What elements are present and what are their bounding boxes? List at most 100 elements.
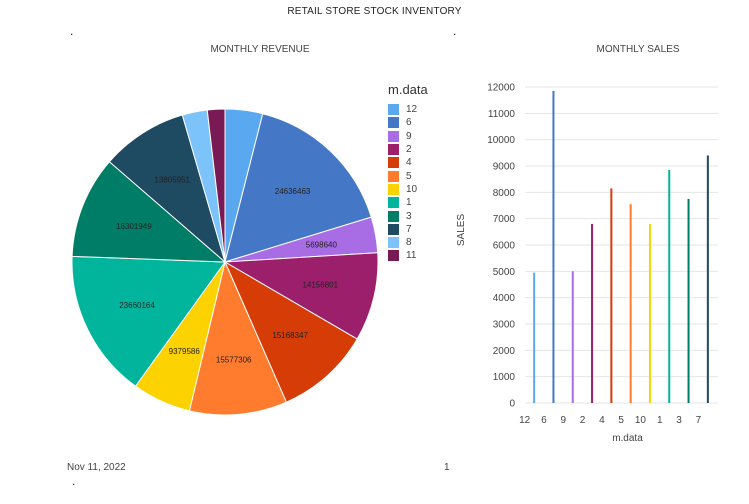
y-tick-label: 0 bbox=[509, 399, 515, 410]
x-axis-label: m.data bbox=[612, 433, 643, 444]
y-axis-label: SALES bbox=[456, 214, 467, 247]
legend-item-9: 9 bbox=[388, 130, 428, 143]
legend-label: 5 bbox=[406, 170, 412, 182]
legend-item-3: 3 bbox=[388, 209, 428, 222]
y-tick-label: 12000 bbox=[487, 83, 515, 94]
pie-slice-2 bbox=[223, 252, 379, 340]
legend-title: m.data bbox=[388, 82, 428, 97]
sales-bar-chart: 0 1000 2000 3000 4000 5000 6000 7000 8000 9000 100… bbox=[456, 83, 718, 444]
pie-data-label-7: 13805951 bbox=[154, 176, 190, 185]
x-tick-label-12: 12 bbox=[519, 415, 531, 426]
legend-label: 12 bbox=[406, 104, 418, 116]
pie-data-label-9: 5698640 bbox=[306, 241, 338, 250]
pie-chart-title: MONTHLY REVENUE bbox=[210, 44, 310, 55]
legend-swatch bbox=[388, 144, 399, 156]
legend-item-10: 10 bbox=[388, 183, 428, 196]
pie-slice-7 bbox=[108, 114, 226, 264]
x-tick-label-4: 4 bbox=[599, 415, 605, 426]
x-tick-label-7: 7 bbox=[696, 415, 702, 426]
bar-6 bbox=[552, 90, 555, 403]
legend-label: 8 bbox=[406, 237, 412, 249]
pie-data-label-6: 24636463 bbox=[275, 187, 311, 196]
legend-item-11: 11 bbox=[388, 249, 428, 262]
legend-swatch bbox=[388, 170, 399, 182]
pie-slice-11 bbox=[206, 108, 226, 263]
y-tick-label: 2000 bbox=[493, 346, 516, 357]
bar-10 bbox=[648, 223, 651, 403]
x-tick-label-3: 3 bbox=[676, 415, 682, 426]
legend-label: 11 bbox=[406, 250, 417, 262]
pie-data-label-5: 15577306 bbox=[216, 356, 252, 365]
legend-swatch bbox=[388, 104, 399, 116]
right-dot: . bbox=[453, 24, 457, 38]
page-number: 1 bbox=[444, 462, 450, 473]
bar-3 bbox=[687, 198, 690, 403]
x-tick-label-6: 6 bbox=[541, 415, 547, 426]
footer-date: Nov 11, 2022 bbox=[67, 462, 126, 473]
legend-label: 9 bbox=[406, 130, 412, 142]
legend-item-5: 5 bbox=[388, 169, 428, 182]
legend-label: 7 bbox=[406, 223, 412, 235]
legend-label: 3 bbox=[406, 210, 412, 222]
bar-1 bbox=[668, 169, 671, 403]
pie-slice-5 bbox=[188, 260, 288, 416]
left-dot: . bbox=[70, 24, 74, 38]
legend-swatch bbox=[388, 117, 399, 129]
y-tick-label: 11000 bbox=[488, 109, 516, 120]
legend-swatch bbox=[388, 130, 399, 142]
legend-label: 2 bbox=[406, 144, 412, 156]
pie-slice-4 bbox=[223, 260, 358, 403]
legend-item-2: 2 bbox=[388, 143, 428, 156]
y-tick-label: 8000 bbox=[493, 188, 516, 199]
legend-item-4: 4 bbox=[388, 156, 428, 169]
bar-5 bbox=[629, 204, 632, 403]
y-tick-label: 1000 bbox=[493, 372, 516, 383]
x-tick-label-1: 1 bbox=[657, 415, 663, 426]
legend-label: 6 bbox=[406, 117, 412, 129]
legend-swatch bbox=[388, 157, 399, 169]
legend-swatch bbox=[388, 250, 399, 262]
pie-data-label-1: 23660164 bbox=[119, 301, 155, 310]
pie-slice-6 bbox=[224, 113, 372, 263]
legend-swatch bbox=[388, 197, 399, 209]
revenue-pie-chart: 24636463 5698640 14156801 15168347 15577306 9… bbox=[71, 108, 379, 416]
bar-4 bbox=[610, 188, 613, 403]
bar-chart-title: MONTHLY SALES bbox=[596, 44, 680, 55]
y-tick-label: 6000 bbox=[493, 241, 516, 252]
bar-7 bbox=[706, 155, 709, 403]
legend-swatch bbox=[388, 210, 399, 222]
y-tick-label: 10000 bbox=[487, 135, 515, 146]
legend-item-1: 1 bbox=[388, 196, 428, 209]
y-tick-label: 4000 bbox=[493, 293, 516, 304]
bar-9 bbox=[571, 271, 574, 403]
y-tick-label: 5000 bbox=[493, 267, 516, 278]
page-title: RETAIL STORE STOCK INVENTORY bbox=[287, 6, 462, 17]
legend-item-6: 6 bbox=[388, 116, 428, 129]
pie-data-label-10: 9379586 bbox=[169, 347, 201, 356]
legend-label: 10 bbox=[406, 183, 418, 195]
legend-item-7: 7 bbox=[388, 223, 428, 236]
x-tick-label-2: 2 bbox=[580, 415, 586, 426]
x-tick-label-5: 5 bbox=[618, 415, 624, 426]
pie-slice-1 bbox=[71, 255, 226, 387]
bottom-dot: . bbox=[72, 474, 76, 488]
legend-swatch bbox=[388, 237, 399, 249]
legend-item-12: 12 bbox=[388, 103, 428, 116]
y-tick-label: 3000 bbox=[493, 320, 516, 331]
legend-swatch bbox=[388, 183, 399, 195]
bar-12 bbox=[533, 272, 536, 403]
pie-legend: m.data 12 6 9 2 4 5 10 1 3 7 8 11 bbox=[388, 82, 428, 263]
y-tick-label: 9000 bbox=[493, 162, 516, 173]
pie-data-label-4: 15168347 bbox=[272, 331, 308, 340]
legend-label: 1 bbox=[406, 197, 412, 209]
pie-slice-3 bbox=[71, 161, 227, 263]
x-tick-label-10: 10 bbox=[635, 415, 647, 426]
pie-data-label-2: 14156801 bbox=[302, 281, 338, 290]
y-tick-label: 7000 bbox=[493, 214, 516, 225]
legend-item-8: 8 bbox=[388, 236, 428, 249]
legend-swatch bbox=[388, 223, 399, 235]
pie-data-label-3: 16301949 bbox=[116, 222, 152, 231]
x-tick-label-9: 9 bbox=[560, 415, 566, 426]
bar-2 bbox=[591, 223, 594, 403]
legend-label: 4 bbox=[406, 157, 412, 169]
